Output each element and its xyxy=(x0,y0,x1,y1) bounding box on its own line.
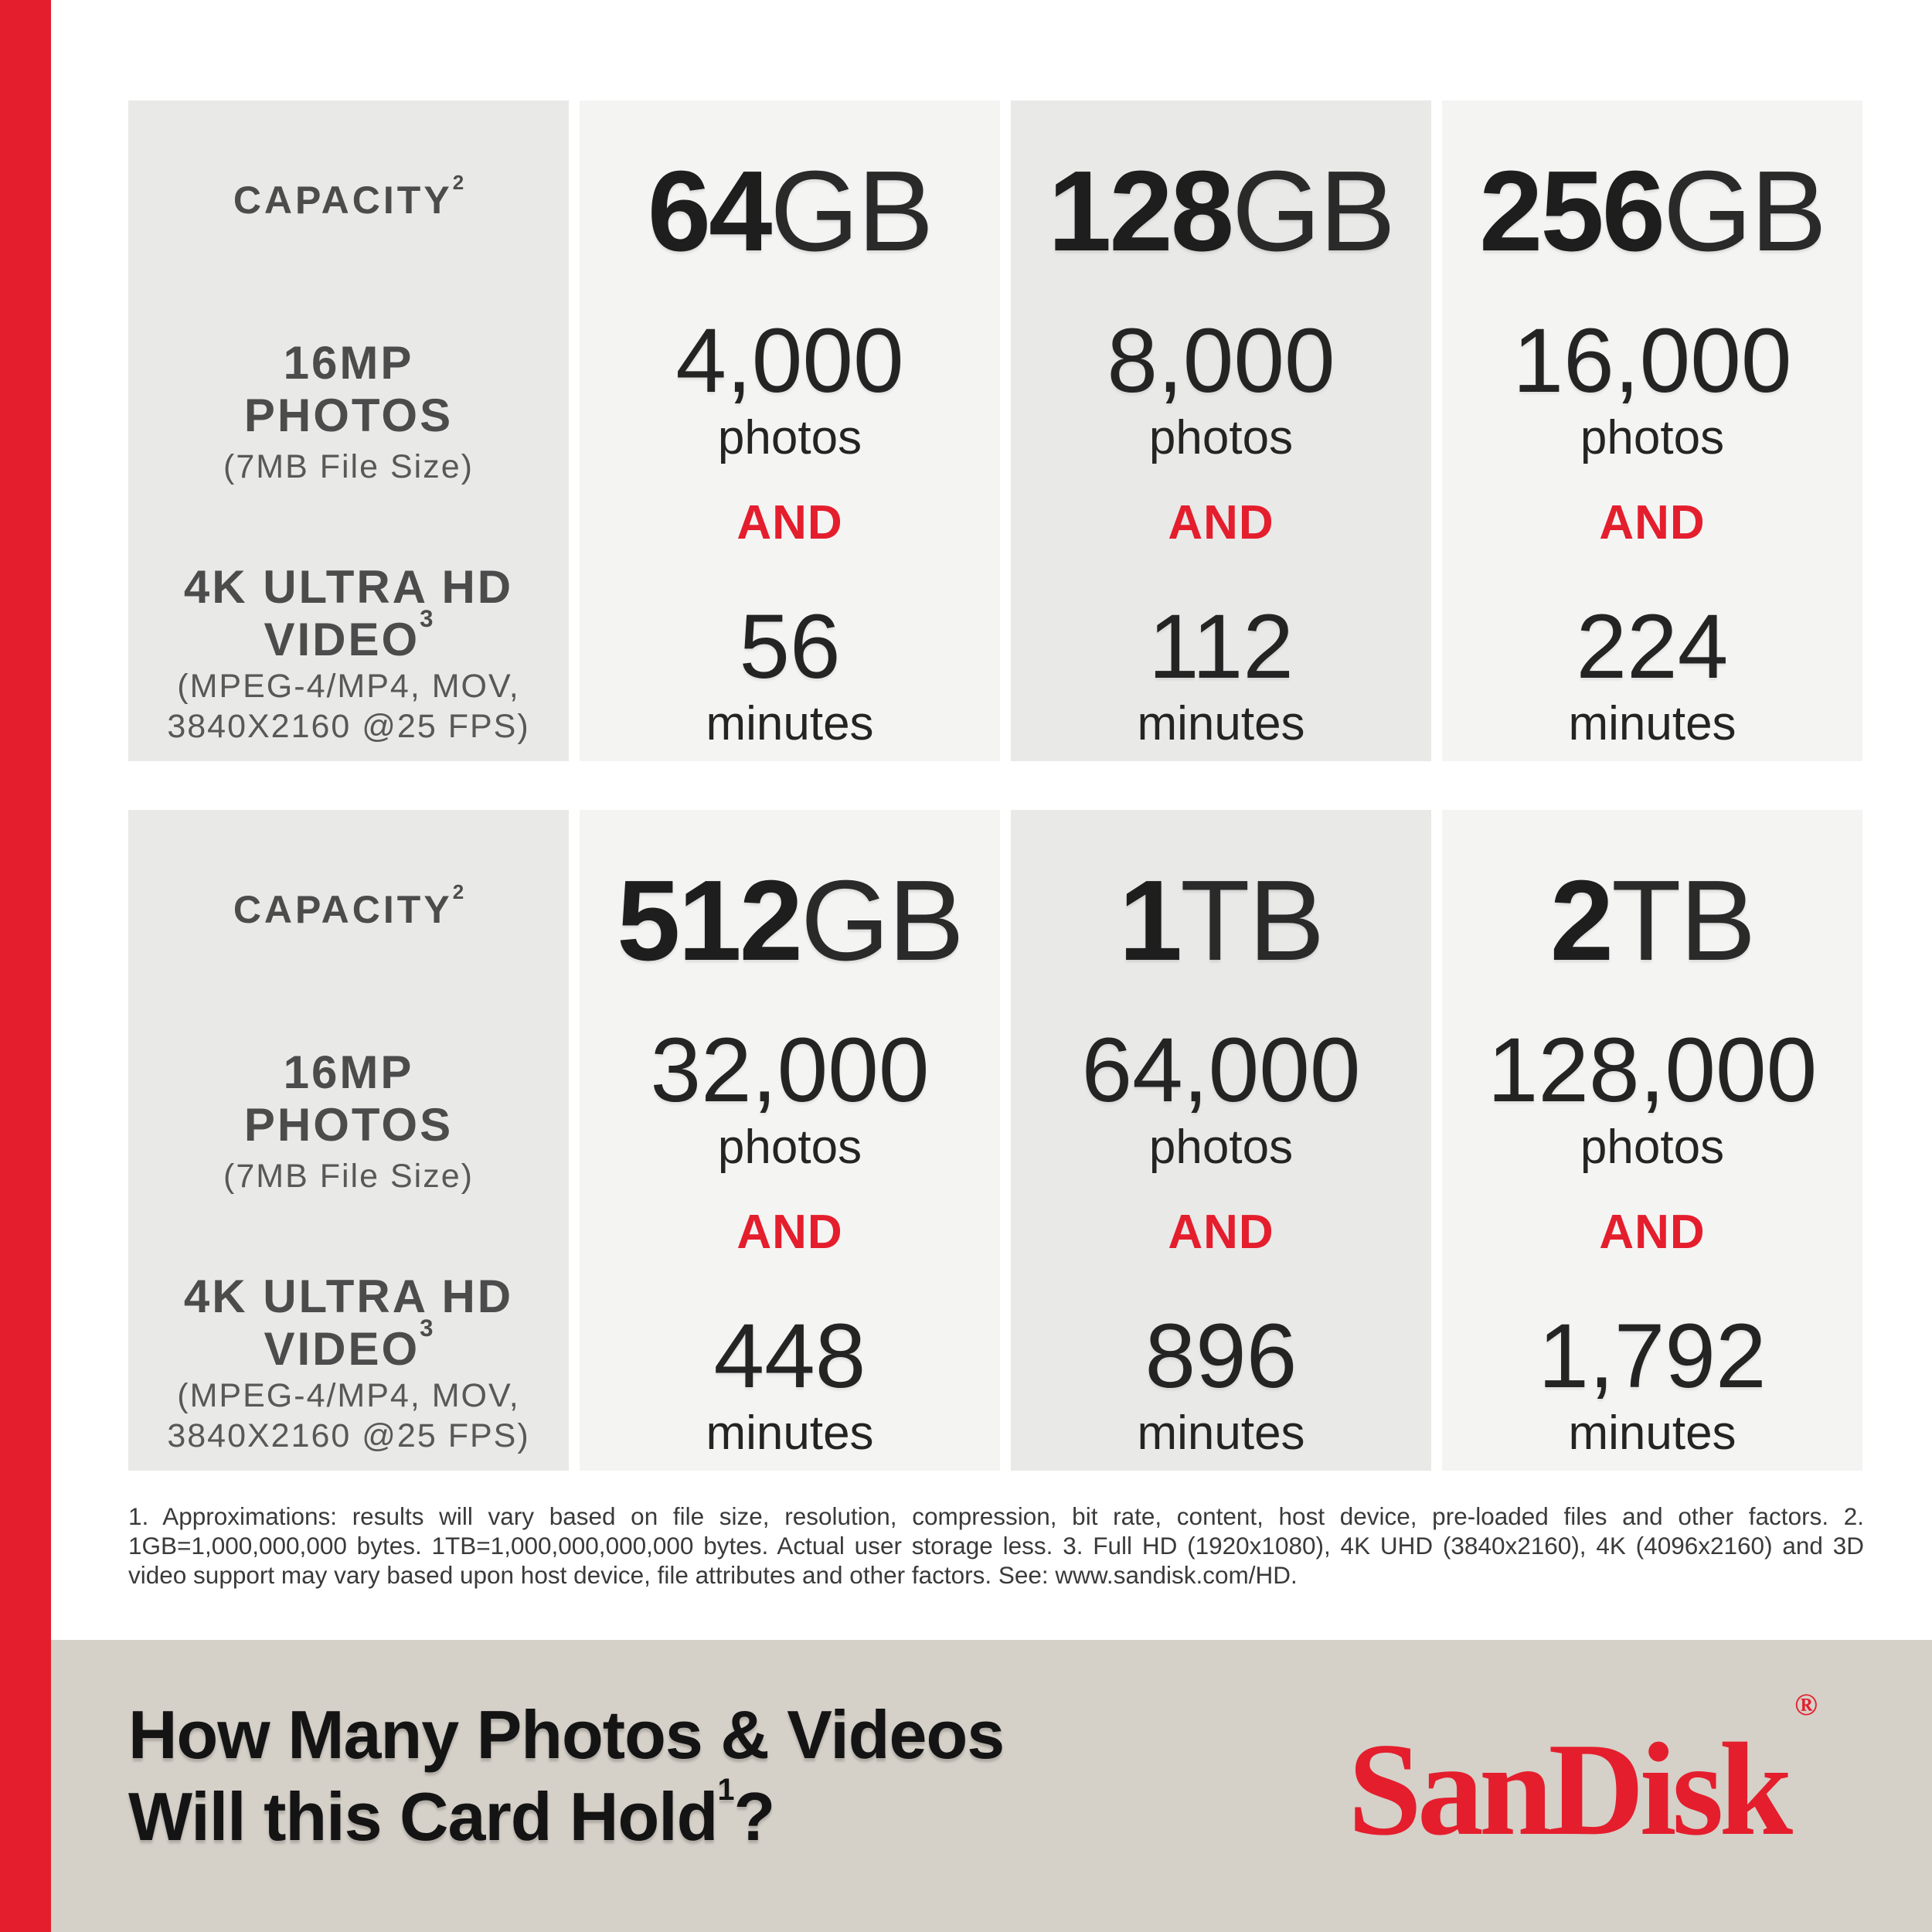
capacity-table-small-cards: CAPACITY2 16MP PHOTOS (7MB File Size) 4K… xyxy=(128,100,1862,761)
legal-footnote: 1. Approximations: results will vary bas… xyxy=(128,1502,1864,1589)
video-unit-label: minutes xyxy=(1568,1406,1736,1460)
video-row-label-line2: VIDEO3 xyxy=(167,1315,529,1376)
photos-unit-label: photos xyxy=(1148,411,1294,464)
page-title-line2: Will this Card Hold xyxy=(128,1777,718,1855)
capacity-footnote-marker: 2 xyxy=(452,171,464,195)
capacity-number: 2 xyxy=(1549,857,1614,985)
capacity-column-256gb: 256GB 16,000 photos AND 224 minutes xyxy=(1442,100,1862,761)
photos-unit-label: photos xyxy=(1148,1121,1294,1174)
capacity-number: 512 xyxy=(617,857,803,985)
capacity-unit: GB xyxy=(801,857,964,985)
photos-unit-label: photos xyxy=(717,1121,862,1174)
and-connector: AND xyxy=(736,496,843,549)
photos-unit-label: photos xyxy=(717,411,862,464)
capacity-heading: 128GB xyxy=(1048,155,1396,269)
capacity-table-large-cards: CAPACITY2 16MP PHOTOS (7MB File Size) 4K… xyxy=(128,810,1862,1471)
and-connector: AND xyxy=(1168,1206,1274,1259)
photos-row-label: 16MP PHOTOS (7MB File Size) xyxy=(223,337,474,487)
and-connector: AND xyxy=(1599,1206,1706,1259)
sandisk-logo-text: SanDisk xyxy=(1348,1716,1793,1863)
capacity-unit: GB xyxy=(1232,148,1396,275)
video-unit-label: minutes xyxy=(706,1406,874,1460)
page-title-line1: How Many Photos & Videos xyxy=(128,1696,1005,1773)
capacity-footnote-marker: 2 xyxy=(452,880,464,904)
video-minutes-count: 224 xyxy=(1576,596,1729,698)
video-unit-label: minutes xyxy=(1568,697,1736,750)
capacity-heading: 512GB xyxy=(617,864,964,978)
photos-row-label-line1: 16MP xyxy=(283,1046,414,1098)
video-row-label: 4K ULTRA HD VIDEO3 (MPEG-4/MP4, MOV, 384… xyxy=(167,561,529,747)
capacity-column-128gb: 128GB 8,000 photos AND 112 minutes xyxy=(1011,100,1431,761)
photos-row-label: 16MP PHOTOS (7MB File Size) xyxy=(223,1046,474,1196)
row-header-column: CAPACITY2 16MP PHOTOS (7MB File Size) 4K… xyxy=(128,810,569,1471)
photos-row-file-size-note: (7MB File Size) xyxy=(223,447,474,485)
video-row-format-note-line2: 3840X2160 @25 FPS) xyxy=(167,708,530,746)
capacity-number: 128 xyxy=(1048,148,1234,275)
video-minutes-count: 448 xyxy=(713,1305,866,1407)
video-minutes-count: 56 xyxy=(739,596,841,698)
video-row-label-line1: 4K ULTRA HD xyxy=(183,561,514,614)
photos-count: 128,000 xyxy=(1487,1019,1818,1121)
photos-unit-label: photos xyxy=(1580,411,1725,464)
capacity-column-2tb: 2TB 128,000 photos AND 1,792 minutes xyxy=(1442,810,1862,1471)
capacity-heading: 256GB xyxy=(1479,155,1827,269)
video-label-text: VIDEO xyxy=(264,613,420,665)
photos-unit-label: photos xyxy=(1580,1121,1725,1174)
video-row-format-note-line2: 3840X2160 @25 FPS) xyxy=(167,1417,530,1455)
photos-count: 32,000 xyxy=(650,1019,930,1121)
capacity-unit: TB xyxy=(1611,857,1756,985)
capacity-number: 64 xyxy=(647,148,773,275)
video-label-text: VIDEO xyxy=(264,1322,420,1375)
capacity-number: 1 xyxy=(1118,857,1182,985)
photos-row-label-line2: PHOTOS xyxy=(243,1098,454,1151)
capacity-unit: GB xyxy=(770,148,934,275)
photos-count: 4,000 xyxy=(675,310,904,412)
and-connector: AND xyxy=(1599,496,1706,549)
capacity-heading: 2TB xyxy=(1550,864,1756,978)
capacity-column-64gb: 64GB 4,000 photos AND 56 minutes xyxy=(580,100,1000,761)
photos-row-label-line1: 16MP xyxy=(283,337,414,389)
video-minutes-count: 112 xyxy=(1148,596,1294,698)
sandisk-logo: SanDisk® xyxy=(1348,1689,1818,1856)
capacity-heading: 1TB xyxy=(1119,864,1325,978)
capacity-row-label: CAPACITY2 xyxy=(233,172,464,222)
title-footnote-marker: 1 xyxy=(717,1772,734,1807)
photos-count: 64,000 xyxy=(1081,1019,1361,1121)
page-title-question-mark: ? xyxy=(733,1777,775,1855)
video-row-format-note-line1: (MPEG-4/MP4, MOV, xyxy=(177,667,520,705)
and-connector: AND xyxy=(736,1206,843,1259)
video-unit-label: minutes xyxy=(1137,1406,1305,1460)
capacity-row-label: CAPACITY2 xyxy=(233,882,464,931)
capacity-unit: TB xyxy=(1180,857,1325,985)
video-row-label-line2: VIDEO3 xyxy=(167,605,529,666)
registered-trademark-icon: ® xyxy=(1794,1686,1818,1722)
row-header-column: CAPACITY2 16MP PHOTOS (7MB File Size) 4K… xyxy=(128,100,569,761)
capacity-unit: GB xyxy=(1663,148,1827,275)
left-red-accent-bar xyxy=(0,0,51,1932)
photos-row-label-line2: PHOTOS xyxy=(243,389,454,441)
video-row-label-line1: 4K ULTRA HD xyxy=(183,1270,514,1323)
capacity-column-512gb: 512GB 32,000 photos AND 448 minutes xyxy=(580,810,1000,1471)
video-minutes-count: 896 xyxy=(1145,1305,1298,1407)
page-title: How Many Photos & Videos Will this Card … xyxy=(128,1694,1005,1857)
capacity-number: 256 xyxy=(1479,148,1665,275)
capacity-label-text: CAPACITY xyxy=(233,179,453,222)
capacity-label-text: CAPACITY xyxy=(233,888,453,931)
video-row-format-note-line1: (MPEG-4/MP4, MOV, xyxy=(177,1376,520,1414)
video-footnote-marker: 3 xyxy=(420,1315,434,1342)
bottom-title-band: How Many Photos & Videos Will this Card … xyxy=(51,1640,1932,1932)
photos-row-file-size-note: (7MB File Size) xyxy=(223,1157,474,1195)
video-unit-label: minutes xyxy=(1137,697,1305,750)
video-minutes-count: 1,792 xyxy=(1538,1305,1767,1407)
capacity-heading: 64GB xyxy=(648,155,934,269)
and-connector: AND xyxy=(1168,496,1274,549)
capacity-column-1tb: 1TB 64,000 photos AND 896 minutes xyxy=(1011,810,1431,1471)
photos-count: 16,000 xyxy=(1512,310,1792,412)
photos-count: 8,000 xyxy=(1107,310,1335,412)
video-row-label: 4K ULTRA HD VIDEO3 (MPEG-4/MP4, MOV, 384… xyxy=(167,1270,529,1457)
video-unit-label: minutes xyxy=(706,697,874,750)
video-footnote-marker: 3 xyxy=(420,605,434,633)
